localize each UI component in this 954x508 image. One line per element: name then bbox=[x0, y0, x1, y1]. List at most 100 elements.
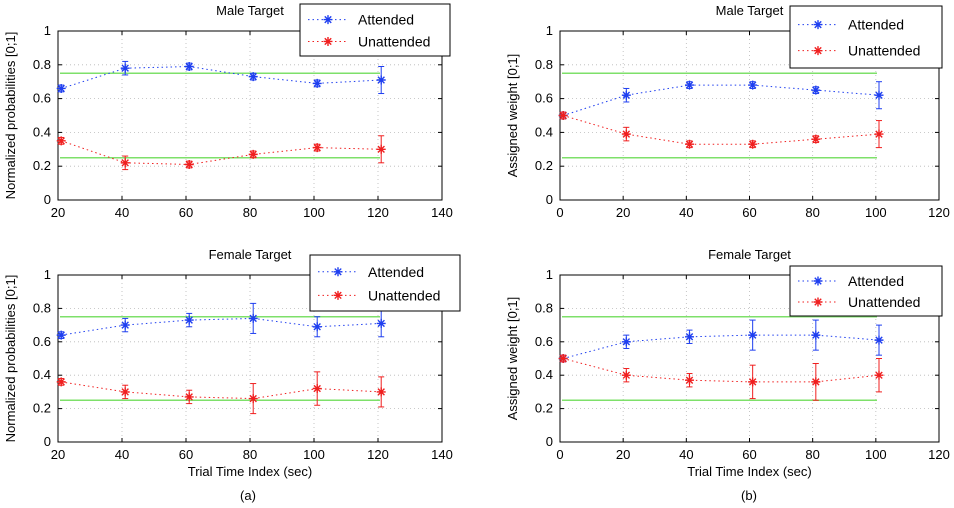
y-axis-label: Assigned weight [0;1] bbox=[505, 54, 520, 178]
y-tick-label: 0.4 bbox=[535, 124, 553, 139]
x-tick-label: 140 bbox=[431, 447, 453, 462]
data-point-unattended bbox=[376, 144, 386, 154]
chart-title: Male Target bbox=[216, 3, 284, 18]
data-point-attended bbox=[184, 61, 194, 71]
data-point-unattended bbox=[748, 139, 758, 149]
y-axis-label: Normalized probabilities [0;1] bbox=[3, 32, 18, 200]
data-point-unattended bbox=[874, 370, 884, 380]
legend-label-unattended: Unattended bbox=[848, 43, 920, 59]
data-point-unattended bbox=[184, 160, 194, 170]
x-tick-label: 20 bbox=[616, 205, 630, 220]
y-tick-label: 1 bbox=[44, 23, 51, 38]
legend-label-unattended: Unattended bbox=[358, 33, 430, 49]
data-point-attended bbox=[248, 313, 258, 323]
data-point-unattended bbox=[558, 111, 568, 120]
chart-panel-3 bbox=[56, 254, 461, 443]
x-tick-label: 20 bbox=[616, 447, 630, 462]
x-tick-label: 0 bbox=[556, 447, 563, 462]
y-tick-label: 0.4 bbox=[33, 367, 51, 382]
x-tick-label: 60 bbox=[179, 205, 193, 220]
x-tick-label: 120 bbox=[367, 447, 389, 462]
caption-a: (a) bbox=[240, 488, 256, 503]
y-tick-label: 0 bbox=[44, 434, 51, 449]
chart-title: Female Target bbox=[708, 247, 791, 262]
x-tick-label: 40 bbox=[115, 205, 129, 220]
data-point-unattended bbox=[312, 143, 322, 153]
y-tick-label: 0 bbox=[546, 192, 553, 207]
x-tick-label: 120 bbox=[928, 205, 950, 220]
legend-label-attended: Attended bbox=[848, 273, 904, 289]
y-axis-label: Assigned weight [0;1] bbox=[505, 297, 520, 421]
y-tick-label: 0.8 bbox=[33, 300, 51, 315]
legend-box bbox=[789, 265, 943, 317]
data-point-attended bbox=[621, 337, 631, 347]
legend-marker-unattended bbox=[813, 297, 823, 307]
legend-box bbox=[299, 3, 451, 57]
y-tick-label: 0 bbox=[546, 434, 553, 449]
data-point-attended bbox=[684, 332, 694, 342]
data-point-unattended bbox=[621, 129, 631, 139]
chart-panel-2 bbox=[558, 5, 943, 201]
y-tick-label: 0.8 bbox=[535, 300, 553, 315]
x-tick-label: 20 bbox=[51, 447, 65, 462]
legend-label-unattended: Unattended bbox=[368, 287, 440, 303]
data-point-unattended bbox=[312, 384, 322, 394]
data-point-attended bbox=[312, 78, 322, 88]
data-point-attended bbox=[748, 80, 758, 90]
data-point-unattended bbox=[120, 387, 130, 397]
y-tick-label: 0.8 bbox=[33, 57, 51, 72]
legend-marker-attended bbox=[813, 20, 823, 30]
x-tick-label: 80 bbox=[805, 447, 819, 462]
x-tick-label: 60 bbox=[179, 447, 193, 462]
x-tick-label: 80 bbox=[243, 447, 257, 462]
data-point-unattended bbox=[184, 392, 194, 402]
data-point-unattended bbox=[621, 370, 631, 380]
legend-label-attended: Attended bbox=[848, 17, 904, 33]
x-tick-label: 100 bbox=[865, 447, 887, 462]
x-tick-label: 20 bbox=[51, 205, 65, 220]
chart-panel-4 bbox=[558, 265, 943, 443]
data-point-attended bbox=[120, 320, 130, 330]
y-tick-label: 0.4 bbox=[535, 367, 553, 382]
x-tick-label: 40 bbox=[679, 205, 693, 220]
y-tick-label: 0.2 bbox=[33, 401, 51, 416]
series-line-unattended bbox=[563, 358, 880, 383]
x-tick-label: 100 bbox=[865, 205, 887, 220]
legend-box bbox=[309, 254, 461, 312]
x-tick-label: 120 bbox=[367, 205, 389, 220]
y-tick-label: 0.2 bbox=[33, 158, 51, 173]
y-tick-label: 0.2 bbox=[535, 158, 553, 173]
data-point-attended bbox=[874, 335, 884, 345]
data-point-unattended bbox=[120, 158, 130, 168]
data-point-unattended bbox=[684, 139, 694, 149]
legend-marker-attended bbox=[323, 15, 333, 25]
chart-panel-1 bbox=[56, 3, 451, 201]
data-point-attended bbox=[874, 90, 884, 100]
x-tick-label: 80 bbox=[243, 205, 257, 220]
x-tick-label: 0 bbox=[556, 205, 563, 220]
data-point-attended bbox=[56, 330, 66, 340]
x-tick-label: 100 bbox=[303, 447, 325, 462]
y-axis-label: Normalized probabilities [0;1] bbox=[3, 275, 18, 443]
y-tick-label: 0.6 bbox=[535, 91, 553, 106]
legend-label-attended: Attended bbox=[358, 12, 414, 28]
chart-title: Male Target bbox=[716, 3, 784, 18]
data-point-attended bbox=[120, 63, 130, 73]
legend-label-unattended: Unattended bbox=[848, 294, 920, 310]
legend-marker-attended bbox=[813, 276, 823, 286]
data-point-attended bbox=[56, 83, 66, 93]
x-tick-label: 120 bbox=[928, 447, 950, 462]
x-tick-label: 140 bbox=[431, 205, 453, 220]
data-point-attended bbox=[621, 90, 631, 100]
data-point-unattended bbox=[748, 377, 758, 387]
y-tick-label: 0.6 bbox=[33, 334, 51, 349]
data-point-unattended bbox=[56, 136, 66, 146]
series-line-attended bbox=[61, 65, 382, 89]
x-tick-label: 60 bbox=[742, 205, 756, 220]
data-point-attended bbox=[748, 330, 758, 340]
data-point-attended bbox=[376, 75, 386, 85]
x-axis-label: Trial Time Index (sec) bbox=[188, 464, 313, 479]
data-point-unattended bbox=[376, 387, 386, 397]
x-tick-label: 40 bbox=[679, 447, 693, 462]
